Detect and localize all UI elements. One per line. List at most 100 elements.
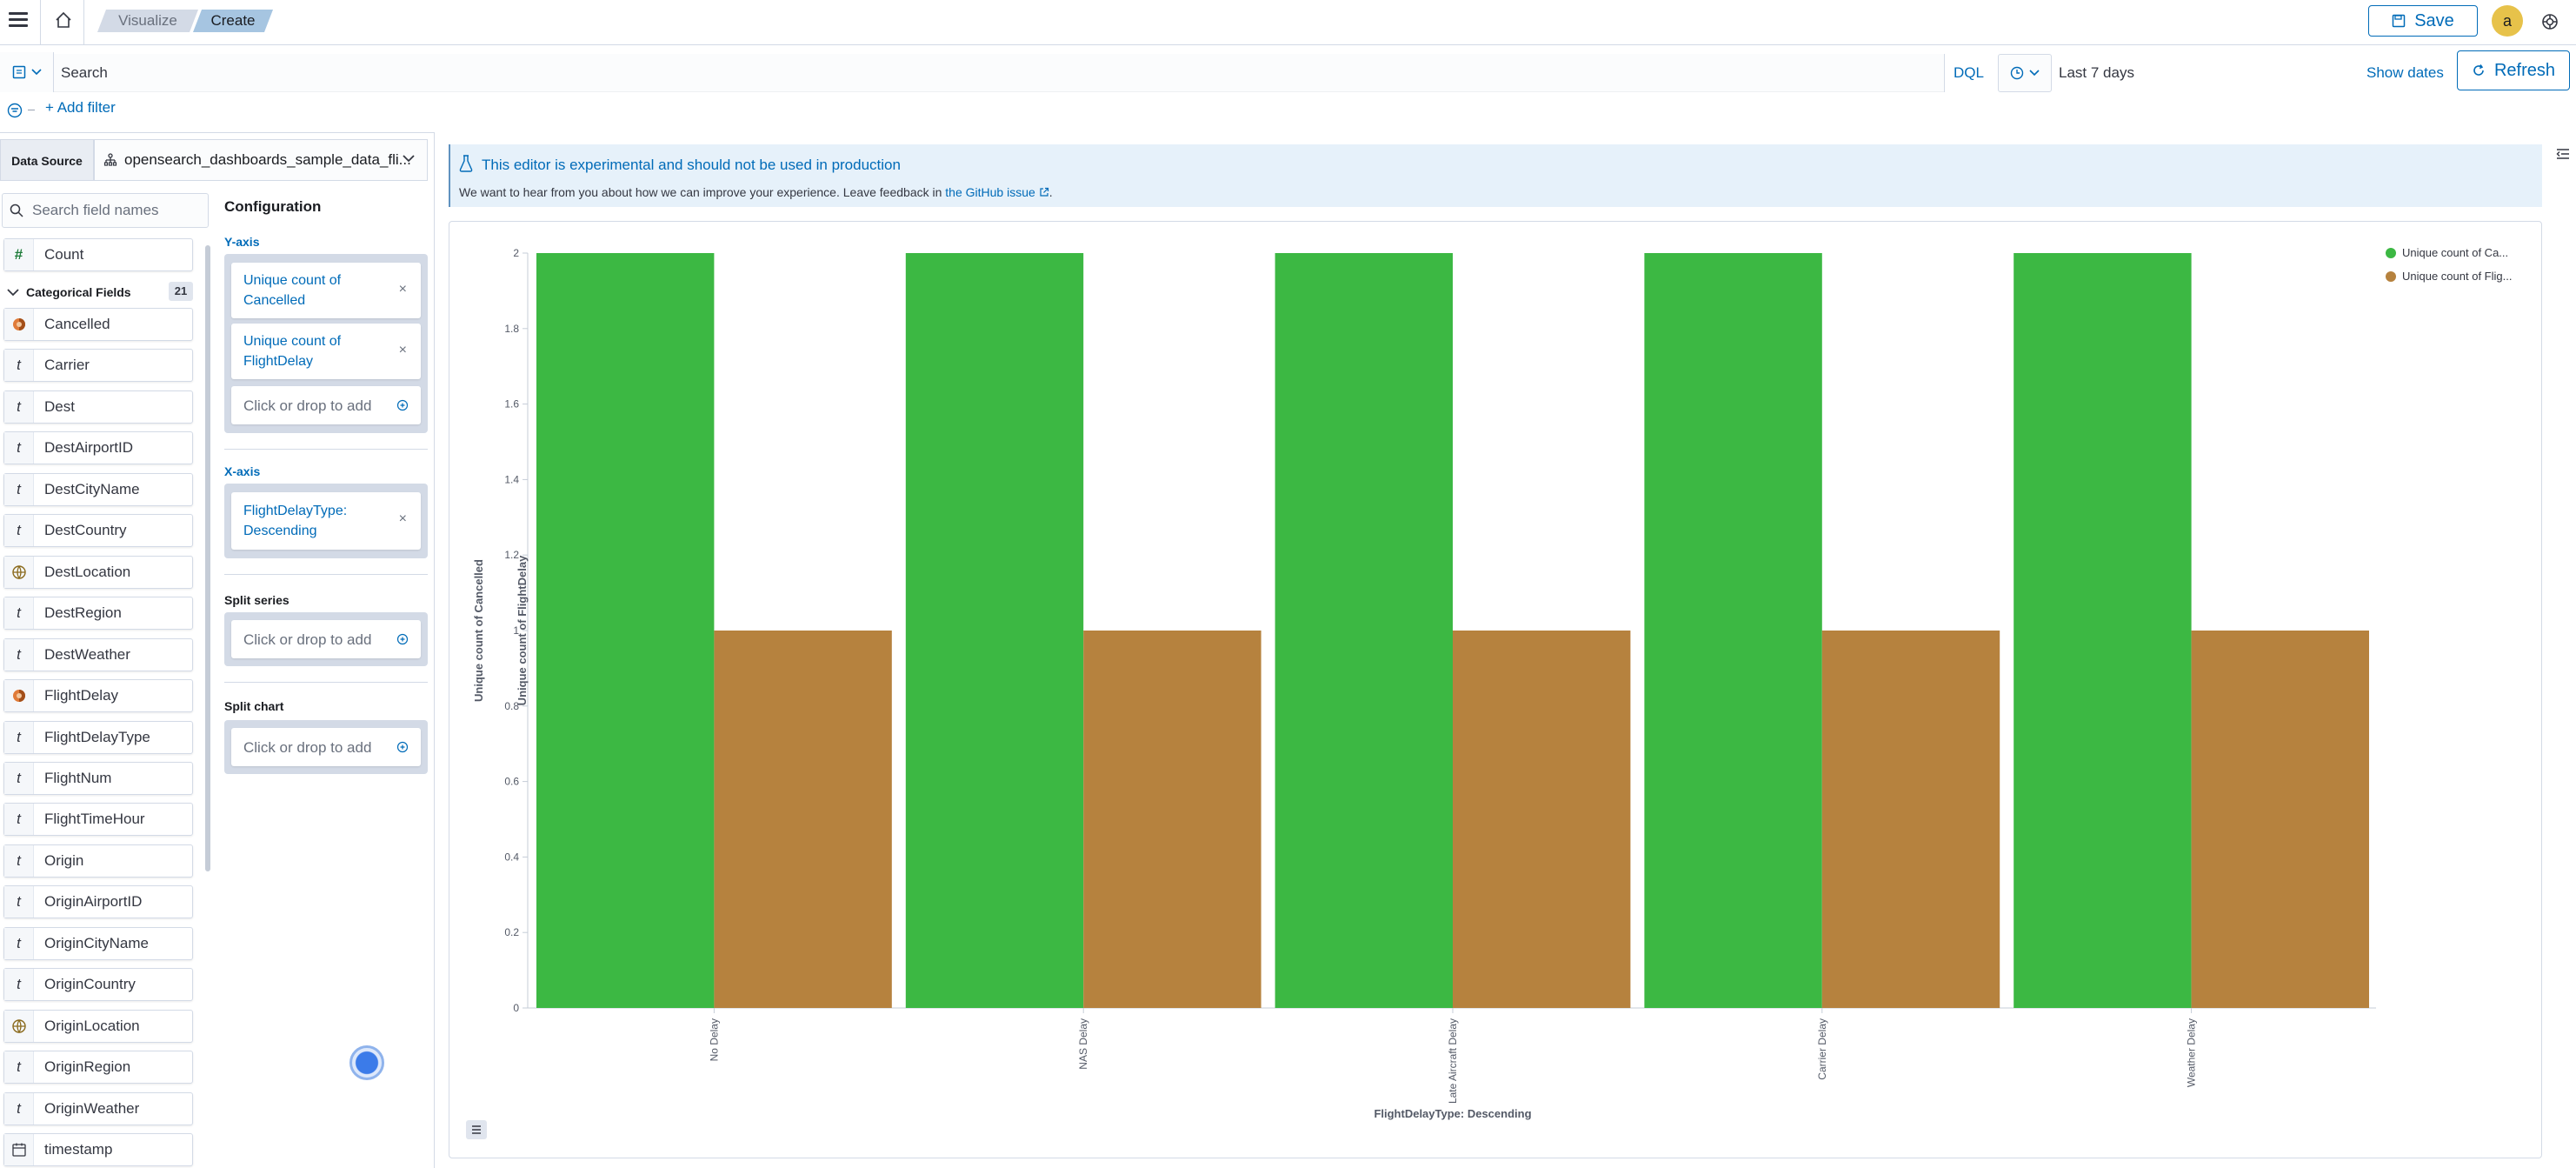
x-axis-title: FlightDelayType: Descending (1374, 1107, 1531, 1120)
field-item[interactable]: t OriginCountry (3, 968, 193, 1001)
y-axis-item[interactable]: Unique count of Cancelled × (231, 263, 421, 318)
field-item[interactable]: Cancelled (3, 308, 193, 341)
y-tick-label: 0 (513, 1002, 519, 1014)
field-item[interactable]: t OriginAirportID (3, 885, 193, 918)
saved-query-icon (12, 65, 25, 79)
string-type-icon: t (4, 1051, 34, 1083)
split-chart-add-field[interactable]: Click or drop to add (231, 728, 421, 766)
string-type-icon: t (4, 969, 34, 1000)
top-header: Visualize Create Save a (0, 0, 2576, 45)
menu-icon[interactable] (9, 12, 28, 28)
add-filter-button[interactable]: + Add filter (45, 99, 116, 116)
categorical-count-badge: 21 (169, 282, 193, 301)
field-item[interactable]: t FlightTimeHour (3, 803, 193, 836)
field-item[interactable]: FlightDelay (3, 679, 193, 712)
field-name: DestCountry (44, 522, 127, 538)
string-type-icon: t (4, 1093, 34, 1125)
legend-toggle-button[interactable] (466, 1120, 487, 1139)
string-type-icon: t (4, 639, 34, 671)
refresh-icon (2473, 64, 2484, 76)
remove-icon[interactable]: × (398, 343, 407, 357)
chart-panel: 0 0.2 0.4 0.6 0.8 1 1.2 1.4 1.6 1.8 2 Unique count … (449, 221, 2542, 1158)
string-type-icon: t (4, 350, 34, 381)
save-label: Save (2414, 10, 2454, 30)
refresh-button[interactable]: Refresh (2457, 50, 2570, 90)
field-search[interactable] (2, 193, 209, 228)
breadcrumb-visualize[interactable]: Visualize (97, 10, 198, 32)
remove-icon[interactable]: × (398, 511, 407, 526)
collapse-panel-icon[interactable] (2556, 148, 2570, 160)
saved-queries-button[interactable] (0, 52, 54, 92)
string-type-icon: t (4, 928, 34, 959)
index-pattern-icon (103, 153, 117, 166)
field-item[interactable]: t OriginRegion (3, 1051, 193, 1084)
field-item[interactable]: t DestCountry (3, 514, 193, 547)
field-item[interactable]: timestamp (3, 1133, 193, 1166)
y-axis-item[interactable]: Unique count of FlightDelay × (231, 324, 421, 379)
remove-icon[interactable]: × (398, 282, 407, 297)
field-name: FlightDelayType (44, 729, 150, 745)
x-axis-item[interactable]: FlightDelayType: Descending × (231, 492, 421, 550)
list-icon (472, 1125, 481, 1134)
add-plus-icon (396, 741, 409, 753)
field-item[interactable]: t FlightDelayType (3, 721, 193, 754)
chevron-down-icon (7, 289, 19, 297)
string-type-icon: t (4, 886, 34, 918)
field-item[interactable]: t Carrier (3, 349, 193, 382)
field-name: OriginCountry (44, 976, 136, 992)
callout-body-text: We want to hear from you about how we ca… (459, 185, 946, 199)
experimental-callout (449, 144, 2542, 207)
search-input[interactable] (54, 54, 1944, 92)
field-item[interactable]: t FlightNum (3, 762, 193, 795)
bar (714, 631, 892, 1008)
bar (2191, 631, 2369, 1008)
github-issue-link[interactable]: the GitHub issue (945, 185, 1035, 199)
field-item[interactable]: t DestRegion (3, 597, 193, 630)
field-item[interactable]: t DestCityName (3, 473, 193, 506)
field-count[interactable]: # Count (3, 238, 193, 271)
help-menu-icon[interactable] (2540, 12, 2559, 31)
home-icon[interactable] (54, 10, 73, 30)
quick-date-menu-button[interactable] (1998, 54, 2052, 92)
field-item[interactable]: t OriginCityName (3, 927, 193, 960)
section-divider (224, 574, 428, 575)
field-item[interactable]: OriginLocation (3, 1010, 193, 1043)
legend-label: Unique count of Ca... (2402, 246, 2508, 259)
query-language-button[interactable]: DQL (1944, 54, 1993, 92)
string-type-icon: t (4, 804, 34, 835)
field-item[interactable]: t Dest (3, 390, 193, 424)
drop-hint: Click or drop to add (243, 397, 372, 414)
save-button[interactable]: Save (2368, 5, 2478, 37)
y-tick-label: 0.8 (504, 700, 519, 712)
field-name: FlightDelay (44, 687, 119, 704)
y-axis-add-field[interactable]: Click or drop to add (231, 386, 421, 424)
bar (1821, 631, 2000, 1008)
field-name: timestamp (44, 1141, 113, 1158)
external-link-icon (1040, 187, 1048, 197)
field-item[interactable]: t DestWeather (3, 638, 193, 671)
field-item[interactable]: t Origin (3, 844, 193, 878)
categorical-fields-header[interactable]: Categorical Fields (7, 282, 193, 303)
field-item[interactable]: DestLocation (3, 556, 193, 589)
user-avatar[interactable]: a (2492, 5, 2523, 37)
field-search-input[interactable] (32, 202, 206, 219)
field-item[interactable]: t OriginWeather (3, 1092, 193, 1125)
filter-options-icon[interactable] (7, 103, 23, 118)
date-type-icon (4, 1134, 34, 1165)
string-type-icon: t (4, 391, 34, 423)
field-name: Origin (44, 852, 84, 869)
split-series-add-field[interactable]: Click or drop to add (231, 620, 421, 658)
drop-hint: Click or drop to add (243, 739, 372, 756)
date-range-text[interactable]: Last 7 days (2059, 64, 2134, 81)
field-name: DestCityName (44, 481, 140, 497)
bar (1644, 253, 1822, 1008)
field-item[interactable]: t DestAirportID (3, 431, 193, 464)
x-tick-label: No Delay (708, 1018, 720, 1061)
x-item-text-line2: Descending (243, 524, 317, 538)
field-list-scrollbar[interactable] (205, 245, 210, 871)
data-source-label: Data Source (0, 139, 94, 181)
show-dates-link[interactable]: Show dates (2366, 64, 2444, 81)
data-source-select[interactable]: opensearch_dashboards_sample_data_fli... (94, 139, 428, 181)
field-name: OriginRegion (44, 1058, 131, 1075)
legend-label: Unique count of Flig... (2402, 270, 2512, 283)
